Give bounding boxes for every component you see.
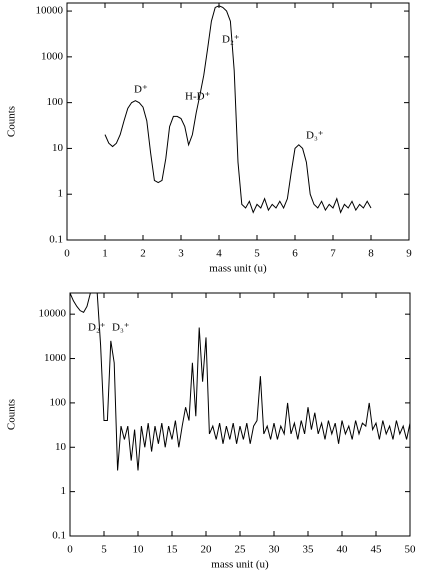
y-tick-label: 10000 (39, 308, 67, 320)
chart: 0.1 1 10 100 1000 10000 0 1 2 3 4 5 6 7 8 9 mass unit (u… (6, 2, 412, 275)
y-tick-label: 1000 (41, 50, 64, 62)
y-tick-label: 100 (50, 396, 67, 408)
x-tick-label: 1 (102, 248, 108, 260)
x-tick-label: 50 (405, 544, 417, 556)
x-axis-label: mass unit (u) (211, 559, 269, 571)
y-tick-label: 10 (52, 142, 64, 154)
y-axis-label: Counts (6, 399, 18, 430)
y-tick-label: 10000 (36, 5, 64, 17)
x-tick-label: 3 (178, 248, 184, 260)
y-tick-label: 0.1 (52, 530, 66, 542)
annotation: D₃⁺ (306, 130, 324, 142)
plot-frame (66, 2, 410, 241)
x-tick-label: 5 (101, 544, 107, 556)
x-tick-label: 7 (330, 248, 336, 260)
x-axis-label: mass unit (u) (209, 263, 267, 275)
x-tick-label: 35 (303, 544, 315, 556)
annotation: H-D⁺ (185, 91, 211, 103)
annotation: D₂⁺ (88, 322, 106, 334)
x-tick-label: 4 (216, 248, 222, 260)
y-tick-label: 1 (61, 485, 67, 497)
y-tick-label: 1000 (44, 352, 67, 364)
plot-frame (69, 292, 411, 537)
x-tick-label: 10 (133, 544, 145, 556)
x-tick-label: 0 (67, 544, 73, 556)
data-line (104, 5, 372, 214)
x-tick-label: 40 (337, 544, 349, 556)
y-tick-label: 100 (47, 96, 64, 108)
x-tick-label: 25 (235, 544, 247, 556)
data-line (70, 293, 410, 471)
x-tick-label: 20 (201, 544, 213, 556)
x-tick-label: 8 (368, 248, 374, 260)
annotation: D⁺ (134, 84, 148, 96)
x-tick-label: 2 (140, 248, 146, 260)
annotation: D₂⁺ (222, 34, 240, 46)
x-tick-label: 6 (292, 248, 298, 260)
y-tick-label: 1 (58, 188, 64, 200)
annotation: D₃⁺ (112, 322, 130, 334)
x-tick-label: 45 (371, 544, 383, 556)
y-tick-label: 0.1 (49, 234, 63, 246)
x-tick-label: 15 (167, 544, 179, 556)
x-tick-label: 0 (64, 248, 70, 260)
x-tick-label: 9 (406, 248, 412, 260)
x-tick-label: 5 (254, 248, 260, 260)
chart: 0.1 1 10 100 1000 10000 0 5 10 15 20 25 30 35 40 45 50 ma… (6, 292, 417, 571)
x-tick-label: 30 (269, 544, 281, 556)
y-tick-label: 10 (55, 441, 67, 453)
y-axis-label: Counts (6, 106, 18, 137)
